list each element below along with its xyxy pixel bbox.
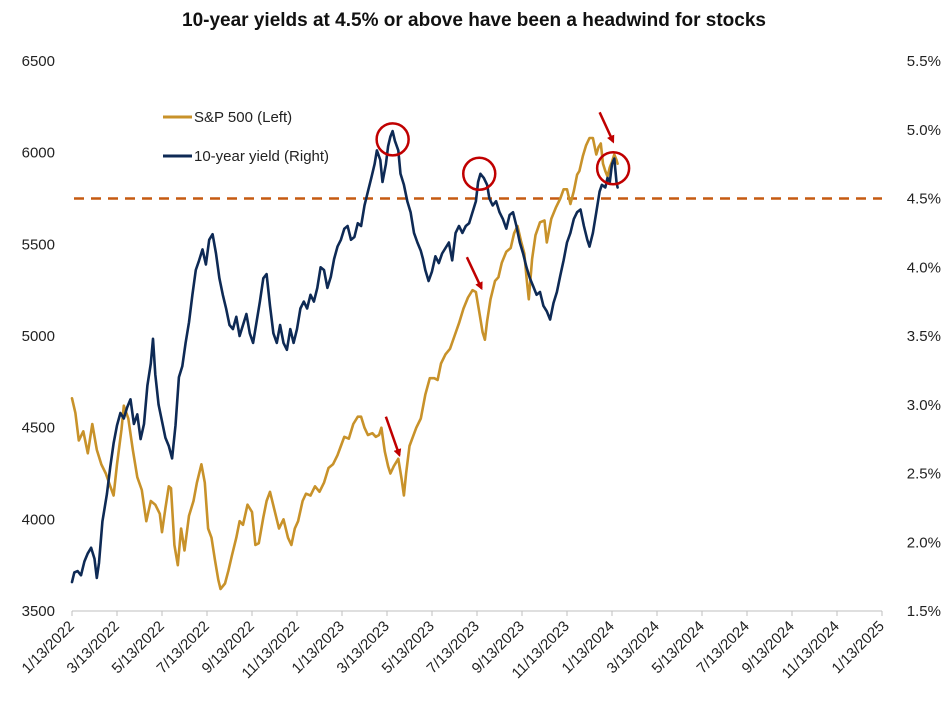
series-line-sp500 xyxy=(70,136,619,591)
annotation-arrow xyxy=(598,111,615,144)
y-left-tick-label: 5000 xyxy=(22,328,55,345)
y-right-tick-label: 4.5% xyxy=(907,191,941,208)
y-right-tick-label: 3.0% xyxy=(907,397,941,414)
highlight-circle xyxy=(595,151,631,186)
series-line-10-year-yield xyxy=(70,129,619,584)
y-right-tick-label: 2.0% xyxy=(907,534,941,551)
chart-title: 10-year yields at 4.5% or above have bee… xyxy=(182,10,766,31)
x-axis: 1/13/20223/13/20225/13/20227/13/20229/13… xyxy=(19,610,888,682)
legend-label-yield: 10-year yield (Right) xyxy=(194,148,329,165)
y-left-tick-label: 4500 xyxy=(22,420,55,437)
y-right-tick-label: 4.0% xyxy=(907,259,941,276)
y-right-tick-label: 3.5% xyxy=(907,328,941,345)
y-left-tick-label: 5500 xyxy=(22,236,55,253)
y-right-tick-label: 5.0% xyxy=(907,122,941,139)
highlight-circle xyxy=(462,156,497,191)
left-axis: 3500 4000 4500 5000 5500 6000 6500 xyxy=(22,53,55,620)
y-left-tick-label: 4000 xyxy=(22,511,55,528)
series-layer xyxy=(70,129,619,591)
legend: S&P 500 (Left) 10-year yield (Right) xyxy=(163,109,329,165)
y-right-tick-label: 2.5% xyxy=(907,466,941,483)
annotation-arrow xyxy=(465,256,483,291)
highlight-circle xyxy=(375,122,410,157)
y-right-tick-label: 5.5% xyxy=(907,53,941,70)
legend-label-sp500: S&P 500 (Left) xyxy=(194,109,292,126)
y-left-tick-label: 6000 xyxy=(22,145,55,162)
annotation-arrow xyxy=(384,416,402,458)
y-right-tick-label: 1.5% xyxy=(907,603,941,620)
y-left-tick-label: 6500 xyxy=(22,53,55,70)
y-left-tick-label: 3500 xyxy=(22,603,55,620)
annotation-layer xyxy=(375,111,631,458)
right-axis: 1.5% 2.0% 2.5% 3.0% 3.5% 4.0% 4.5% 5.0% 5.5% xyxy=(907,53,941,620)
